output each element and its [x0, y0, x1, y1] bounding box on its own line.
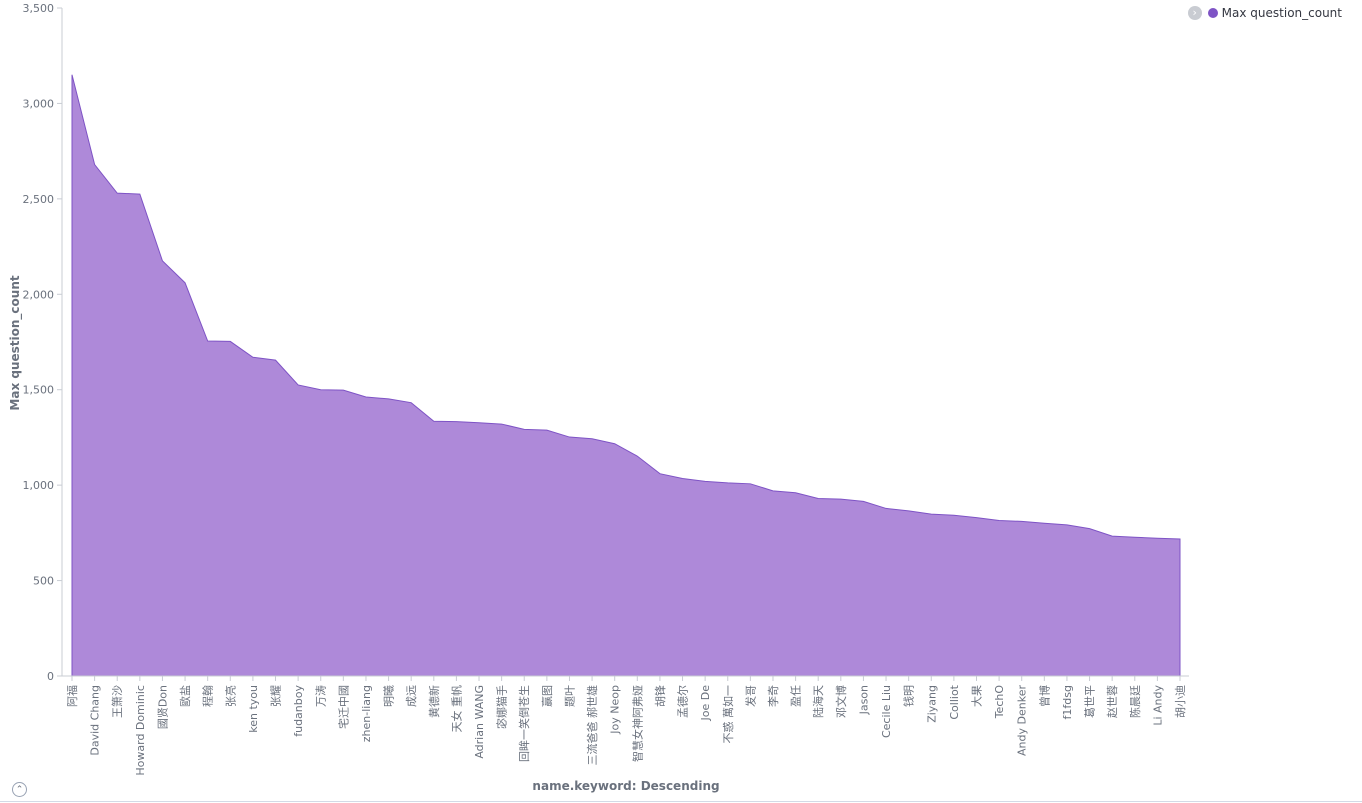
- x-tick-label: Jason: [857, 685, 870, 715]
- x-tick-label: Adrian WANG: [473, 685, 486, 759]
- y-axis-ticks: 0 500 1,000 1,500 2,000 2,500 3,000 3,500: [23, 2, 62, 683]
- x-tick-label: 葛世平: [1084, 685, 1097, 718]
- x-tick-label: 明曦: [382, 685, 396, 707]
- legend-label[interactable]: Max question_count: [1221, 6, 1342, 20]
- x-tick-label: 歐盐: [178, 685, 192, 707]
- legend-color-dot[interactable]: [1207, 8, 1218, 18]
- y-tick-label: 2,500: [23, 193, 55, 206]
- x-tick-label: 张亮: [223, 685, 237, 707]
- x-tick-label: Li Andy: [1151, 685, 1164, 726]
- x-tick-label: 曾博: [1037, 685, 1051, 707]
- x-tick-label: 钱明: [902, 685, 916, 707]
- x-tick-label: f1fdsg: [1061, 685, 1074, 719]
- x-axis-ticks: 阿福 David Chang 王箫沙 Howard Dominic 國贤Don 歐盐 程翰张…: [65, 676, 1187, 776]
- x-tick-label: 张耀: [270, 685, 283, 707]
- x-tick-label: Colliot: [948, 684, 961, 719]
- x-tick-label: 陆海天: [811, 685, 825, 718]
- x-tick-label: 天女 重帆: [449, 685, 463, 733]
- x-tick-label: 王箫沙: [110, 685, 124, 718]
- x-tick-label: 赢图: [540, 685, 554, 707]
- x-tick-label: Andy Denker: [1016, 685, 1029, 756]
- x-tick-label: 大果: [970, 685, 984, 707]
- x-tick-label: 成远: [405, 685, 418, 707]
- y-tick-label: 1,000: [23, 479, 55, 492]
- x-tick-label: 黄德新: [427, 685, 441, 718]
- x-tick-label: 孟德尔: [676, 685, 690, 718]
- x-tick-label: 发哥: [743, 685, 757, 707]
- y-tick-label: 1,500: [23, 384, 55, 397]
- x-tick-label: Cecile Liu: [880, 685, 893, 738]
- x-tick-label: 回眸一笑倒苍生: [517, 685, 531, 762]
- x-tick-label: 智慧女神阿弗娅: [630, 685, 644, 762]
- x-tick-label: 不惑 萬如一: [721, 685, 735, 744]
- x-tick-label: Howard Dominic: [134, 685, 147, 776]
- x-tick-label: 胡小迪: [1173, 685, 1187, 718]
- x-axis-title: name.keyword: Descending: [532, 779, 719, 793]
- x-tick-label: 李奇: [766, 685, 780, 707]
- y-tick-label: 0: [47, 670, 54, 683]
- x-tick-label: David Chang: [89, 685, 102, 756]
- x-tick-label: 宓娜猫手: [495, 685, 509, 729]
- x-tick-label: 三流爸爸 郝世雄: [585, 685, 599, 766]
- x-tick-label: Ziyang: [925, 685, 938, 723]
- x-tick-label: 万涛: [314, 685, 328, 707]
- x-tick-label: Joe De: [699, 685, 712, 722]
- x-tick-label: 赵世蓉: [1105, 685, 1119, 718]
- divider: [0, 801, 1362, 802]
- series-area[interactable]: [71, 74, 1181, 677]
- x-tick-label: 國贤Don: [156, 685, 169, 729]
- y-tick-label: 500: [33, 575, 54, 588]
- y-tick-label: 2,000: [23, 288, 55, 301]
- x-tick-label: 陈晨廷: [1128, 685, 1142, 718]
- y-axis-title: Max question_count: [8, 275, 23, 410]
- x-tick-label: fudanboy: [292, 685, 305, 737]
- legend: › Max question_count: [1187, 6, 1342, 20]
- x-tick-label: ken tyou: [247, 685, 260, 733]
- x-tick-label: 盈任: [790, 685, 803, 707]
- x-tick-label: TechO: [993, 685, 1006, 720]
- chevron-up-icon[interactable]: ⌃: [12, 782, 27, 797]
- y-tick-label: 3,500: [23, 2, 55, 15]
- x-tick-label: 胡锋: [653, 685, 667, 707]
- x-tick-label: 宅迁中國: [336, 685, 350, 729]
- x-tick-label: 题叶: [564, 685, 577, 707]
- x-tick-label: 邓文博: [834, 685, 848, 718]
- y-tick-label: 3,000: [23, 97, 55, 110]
- x-tick-label: zhen-liang: [360, 685, 373, 742]
- x-tick-label: 程翰: [201, 685, 215, 707]
- x-tick-label: 阿福: [65, 685, 79, 707]
- chevron-right-icon[interactable]: ›: [1187, 6, 1202, 20]
- x-tick-label: Joy Neop: [609, 685, 622, 735]
